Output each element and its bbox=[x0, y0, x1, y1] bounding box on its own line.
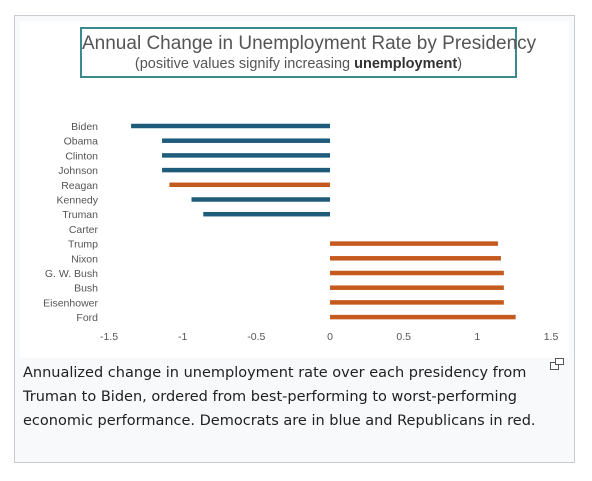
category-label: Bush bbox=[74, 283, 98, 295]
x-tick-label: 1 bbox=[474, 331, 480, 343]
bar bbox=[330, 270, 504, 276]
chart-subtitle: (positive values signify increasing unem… bbox=[82, 55, 515, 74]
bar bbox=[330, 285, 504, 290]
x-tick-label: -1.5 bbox=[100, 331, 118, 343]
category-label: Reagan bbox=[61, 180, 98, 192]
bar bbox=[330, 300, 504, 305]
bar bbox=[191, 197, 330, 202]
subtitle-prefix: (positive values signify increasing bbox=[134, 56, 355, 72]
category-label: Clinton bbox=[65, 150, 98, 162]
category-label: Truman bbox=[62, 209, 98, 221]
category-label: Carter bbox=[69, 224, 99, 236]
bar bbox=[330, 314, 516, 320]
chart: Annual Change in Unemployment Rate by Pr… bbox=[20, 21, 569, 358]
image-thumbnail: Annual Change in Unemployment Rate by Pr… bbox=[14, 15, 575, 463]
x-tick-label: -0.5 bbox=[247, 331, 265, 343]
x-tick-label: 0.5 bbox=[396, 331, 411, 343]
bar bbox=[330, 241, 498, 246]
bar bbox=[162, 167, 330, 173]
x-tick-label: 1.5 bbox=[544, 331, 559, 343]
category-label: Obama bbox=[64, 136, 99, 148]
bar bbox=[162, 153, 330, 158]
bar-plot: Biden Obama Clinton Johnson Reagan Kennedy Tru… bbox=[43, 121, 559, 343]
category-label: Trump bbox=[68, 239, 98, 251]
category-label: Eisenhower bbox=[43, 297, 98, 309]
bar bbox=[131, 123, 330, 129]
category-label: Ford bbox=[76, 312, 98, 324]
image-caption: Annualized change in unemployment rate o… bbox=[23, 365, 536, 429]
category-label: Nixon bbox=[71, 253, 98, 265]
bar bbox=[169, 182, 330, 188]
magnify-clip-icon[interactable] bbox=[550, 358, 564, 370]
subtitle-suffix: ) bbox=[457, 56, 463, 72]
bar bbox=[203, 211, 330, 217]
chart-title: Annual Change in Unemployment Rate by Pr… bbox=[82, 33, 537, 54]
subtitle-bold: unemployment bbox=[354, 56, 458, 72]
x-tick-label: -1 bbox=[178, 331, 187, 343]
category-label: Johnson bbox=[58, 165, 98, 177]
category-label: Kennedy bbox=[57, 195, 99, 207]
category-label: Biden bbox=[71, 121, 98, 133]
bar bbox=[162, 138, 330, 143]
category-label: G. W. Bush bbox=[45, 268, 98, 280]
chart-title-box: Annual Change in Unemployment Rate by Pr… bbox=[80, 27, 537, 78]
x-tick-label: 0 bbox=[327, 331, 333, 343]
bar bbox=[330, 256, 501, 261]
